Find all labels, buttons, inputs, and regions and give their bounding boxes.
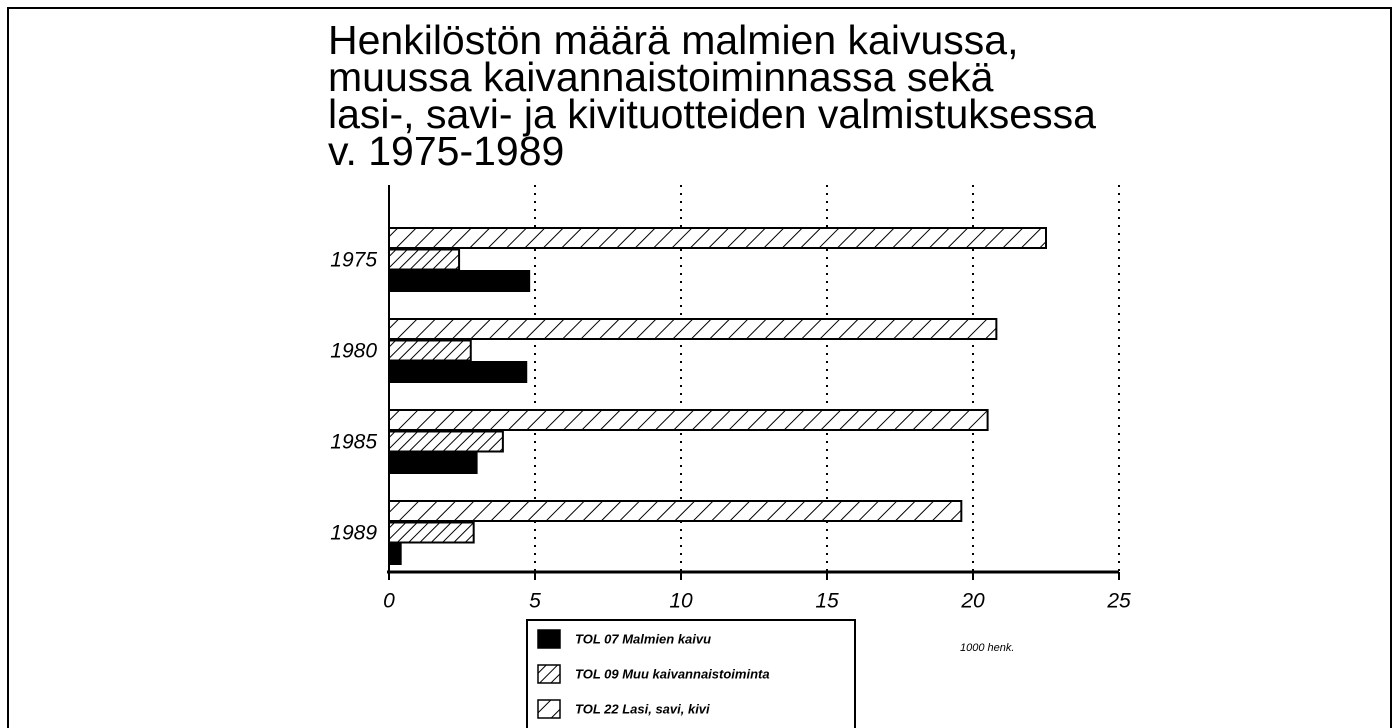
legend-swatch bbox=[537, 699, 561, 719]
legend-label: TOL 22 Lasi, savi, kivi bbox=[575, 701, 710, 716]
legend-box bbox=[526, 619, 856, 728]
frame bbox=[7, 7, 1392, 728]
bar bbox=[388, 543, 402, 565]
x-axis-label: 1000 henk. bbox=[960, 642, 1014, 654]
bar bbox=[388, 318, 998, 340]
legend-label: TOL 09 Muu kaivannaistoiminta bbox=[575, 666, 770, 681]
bar bbox=[388, 500, 963, 522]
y-tick-label: 1975 bbox=[330, 249, 377, 272]
bar bbox=[388, 248, 461, 271]
y-tick-label: 1989 bbox=[330, 522, 377, 545]
x-tick-label: 5 bbox=[529, 590, 541, 613]
bar bbox=[388, 430, 504, 453]
bar bbox=[388, 339, 472, 362]
bar bbox=[388, 452, 478, 474]
bar bbox=[388, 521, 475, 544]
chart-title: Henkilöstön määrä malmien kaivussa, muus… bbox=[328, 17, 1096, 174]
x-tick-label: 10 bbox=[669, 590, 693, 613]
bar bbox=[388, 361, 528, 383]
x-tick-label: 25 bbox=[1106, 590, 1131, 613]
legend-label: TOL 07 Malmien kaivu bbox=[575, 631, 711, 646]
y-tick-label: 1985 bbox=[330, 431, 377, 454]
x-tick-label: 0 bbox=[383, 590, 395, 613]
x-tick-label: 15 bbox=[815, 590, 839, 613]
legend-swatch bbox=[537, 664, 561, 684]
bar bbox=[388, 227, 1047, 249]
y-tick-label: 1980 bbox=[330, 340, 377, 363]
legend-swatch bbox=[537, 629, 561, 649]
bar bbox=[388, 270, 531, 292]
x-tick-label: 20 bbox=[960, 590, 985, 613]
bar bbox=[388, 409, 989, 431]
